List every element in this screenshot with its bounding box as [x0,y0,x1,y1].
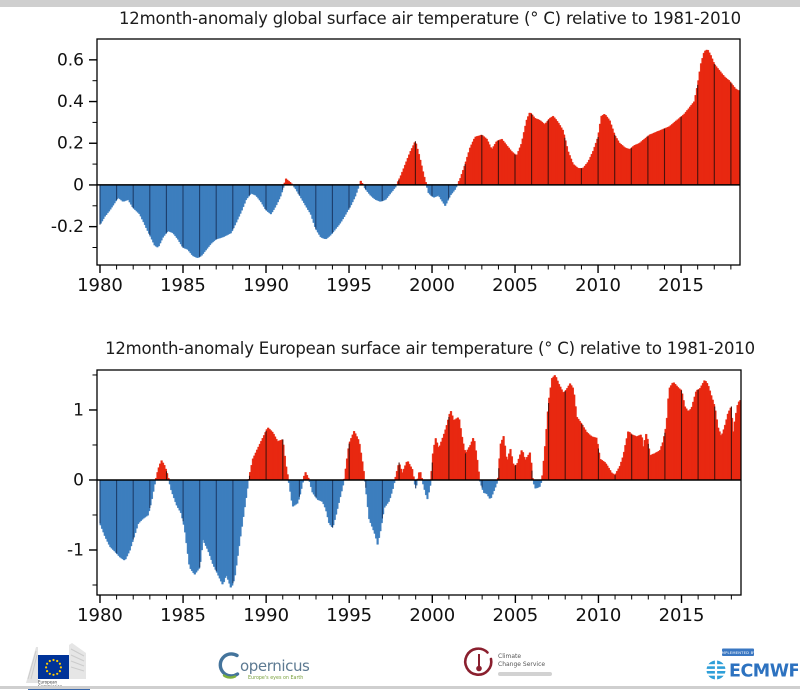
copernicus-tagline: Europe's eyes on Earth [248,675,303,681]
european-positive-area [155,375,742,481]
global-xtick-label: 2000 [409,275,455,296]
eu-flag-icon [38,655,69,679]
page-top-border [0,0,800,7]
c3s-text-line1: Climate [498,653,521,660]
global-ytick-label: 0.6 [57,50,84,70]
european-commission-icon: European Commission [26,643,90,690]
european-year-lines-negative [99,480,483,584]
global-xtick-label: 1980 [77,275,123,296]
european-xtick-label: 1985 [160,605,206,626]
european-ytick-label: 0 [73,470,84,490]
european-xtick-label: 1990 [243,605,289,626]
european-xtick-label: 2010 [576,605,622,626]
european-ytick-label: 1 [73,400,84,420]
global-ytick-label: 0.2 [57,134,84,154]
european-xtick-label: 2000 [409,605,455,626]
global-positive-area [283,49,741,186]
c3s-fineprint-blur [498,672,552,676]
european-year-lines-positive [165,389,732,480]
ecmwf-chip [722,648,754,656]
european-chart-title: 12month-anomaly European surface air tem… [105,339,755,358]
european-chart: 1 0 -1 1980 1985 1990 1995 2000 2005 2010 2015 [67,369,742,626]
global-ytick-label: 0.4 [57,92,84,112]
european-xtick-label: 2005 [492,605,538,626]
ecmwf-wordmark: ECMWF [729,662,798,682]
global-xtick-label: 1995 [326,275,372,296]
european-ytick-label: -1 [67,540,84,560]
european-plot-frame [96,369,742,596]
european-negative-area [99,479,543,588]
ecmwf-globe-icon [705,660,727,680]
european-commission-logo: European Commission [24,641,112,694]
global-year-lines-negative [99,184,450,257]
global-year-lines-positive [398,64,732,185]
copernicus-logo: opernicus Europe's eyes on Earth [214,650,326,688]
global-xtick-label: 2005 [492,275,538,296]
global-ytick-label: 0 [73,175,84,195]
global-xtick-label: 1985 [160,275,206,296]
global-plot-frame [96,38,741,266]
ecmwf-logo: IMPLEMENTED BY ECMWF [700,648,800,688]
global-xtick-label: 2015 [658,275,704,296]
global-chart-title: 12month-anomaly global surface air tempe… [119,9,741,28]
page-bottom-border [0,686,800,689]
global-negative-area [99,184,458,258]
logo-footer: European Commission opernicus Europe's e… [0,640,800,690]
copernicus-swoosh-icon: opernicus Europe's eyes on Earth [218,652,310,681]
copernicus-wordmark: opernicus [240,657,310,675]
global-xtick-label: 1990 [243,275,289,296]
c3s-text-line2: Change Service [498,661,545,668]
european-xtick-label: 1980 [77,605,123,626]
ecmwf-mark: IMPLEMENTED BY ECMWF [705,648,800,682]
ecmwf-chip-label: IMPLEMENTED BY [720,651,756,655]
global-chart: 0.6 0.4 0.2 0 -0.2 1980 1985 1990 1995 2000 2005 20… [51,38,741,296]
european-xtick-label: 2015 [659,605,705,626]
european-xtick-label: 1995 [326,605,372,626]
global-xtick-label: 2010 [575,275,621,296]
eu-text-line1: European [38,680,58,685]
global-ytick-label: -0.2 [51,217,84,237]
commission-building-sketch [26,643,86,683]
climate-change-service-logo: Climate Change Service [460,645,602,689]
thermometer-icon: Climate Change Service [464,647,552,676]
